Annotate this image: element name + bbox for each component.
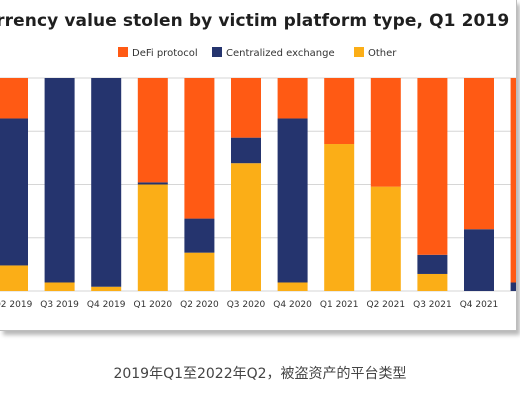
stacked-bar-chart: DeFi protocol Centralized exchange Other Q… [0, 47, 516, 310]
bar-segment [137, 182, 168, 185]
bar-segment [137, 78, 168, 183]
bar-segment [324, 78, 355, 145]
bar-segment [184, 218, 215, 253]
bar-segment [510, 282, 516, 291]
bar-segment [417, 78, 448, 255]
bar-segment [464, 229, 494, 291]
bar-segment [370, 78, 401, 187]
x-tick-label: Q2 2019 [0, 300, 33, 310]
bar-segment [44, 282, 75, 291]
x-tick-label: Q4 2020 [273, 300, 312, 310]
x-tick-label: Q3 2021 [413, 300, 452, 310]
legend-label: Other [368, 48, 397, 59]
bar-segment [231, 137, 261, 164]
chart-panel: ocurrency value stolen by victim platfor… [0, 0, 517, 331]
x-tick-label: Q3 2019 [40, 300, 79, 310]
bar-segment [0, 118, 28, 266]
bar-segment [510, 78, 516, 283]
bar-segment [231, 78, 261, 138]
bar-segment [184, 252, 215, 291]
legend-label: DeFi protocol [132, 48, 198, 59]
x-tick-label: Q2 2020 [180, 300, 219, 310]
x-tick-label: Q2 2021 [367, 300, 406, 310]
bar-segment [91, 286, 122, 291]
legend-swatch [212, 47, 222, 57]
image-caption: 2019年Q1至2022年Q2，被盗资产的平台类型 [113, 366, 407, 382]
x-tick-label: Q1 2021 [320, 300, 359, 310]
bar-segment [0, 78, 28, 119]
bar-segment [91, 78, 122, 287]
bar-segment [417, 273, 448, 291]
legend-label: Centralized exchange [226, 48, 335, 59]
x-tick-label: Q4 2019 [87, 300, 126, 310]
bar-segment [324, 144, 355, 291]
x-tick-label: Q3 2020 [227, 300, 266, 310]
bar-segment [277, 282, 308, 291]
bar-segment [277, 118, 308, 283]
bar-segment [231, 163, 261, 291]
legend-swatch [354, 47, 364, 57]
bar-segment [464, 78, 494, 230]
legend-swatch [118, 47, 128, 57]
x-tick-label: Q1 2020 [134, 300, 173, 310]
bar-segment [277, 78, 308, 119]
chart-bars [0, 78, 516, 291]
bar-segment [137, 184, 168, 291]
bar-segment [417, 254, 448, 274]
bar-segment [370, 186, 401, 291]
x-tick-label: Q4 2021 [460, 300, 499, 310]
chart-legend: DeFi protocol Centralized exchange Other [118, 47, 397, 59]
bar-segment [44, 78, 75, 283]
x-axis-tick-labels: Q2 2019 Q3 2019 Q4 2019 Q1 2020 Q2 2020 Q3 20… [0, 300, 499, 310]
bar-segment [184, 78, 215, 219]
bar-segment [0, 265, 28, 291]
chart-title: ocurrency value stolen by victim platfor… [0, 11, 516, 31]
